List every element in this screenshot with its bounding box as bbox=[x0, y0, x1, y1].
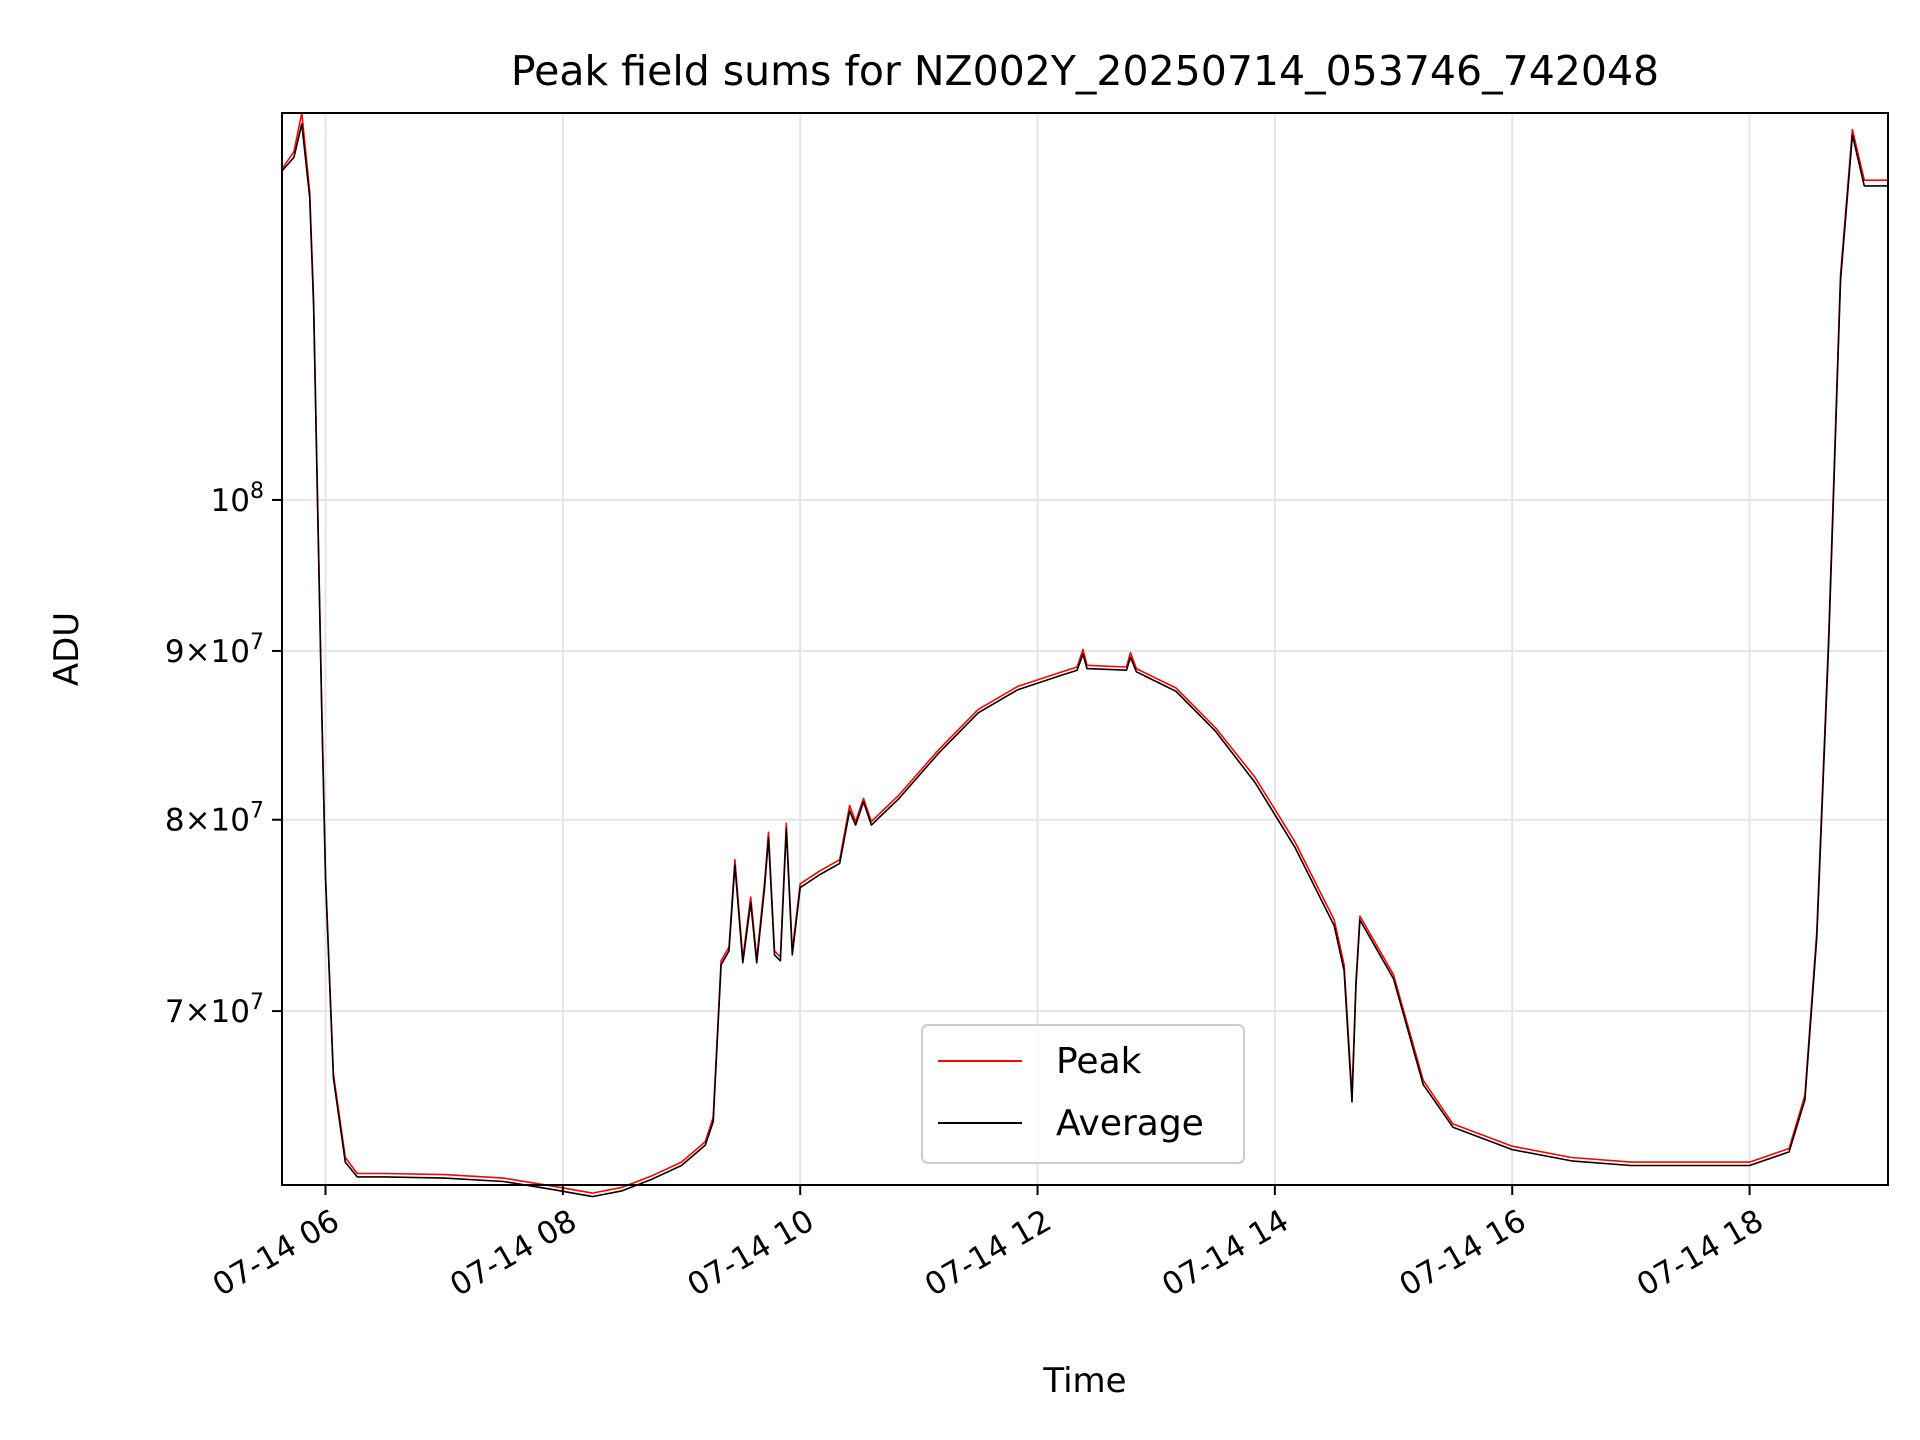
legend-box bbox=[921, 1024, 1245, 1164]
legend: Peak Average bbox=[921, 1024, 1245, 1164]
y-tick-label: 8×107 bbox=[165, 799, 264, 839]
series-layer bbox=[281, 112, 1888, 1198]
x-axis-label: Time bbox=[1042, 1361, 1126, 1401]
y-axis-label: ADU bbox=[47, 612, 87, 686]
series-line-average bbox=[281, 123, 1888, 1198]
y-tick-label: 108 bbox=[211, 479, 264, 519]
chart-title: Peak field sums for NZ002Y_20250714_0537… bbox=[511, 47, 1659, 95]
series-line-peak bbox=[281, 112, 1888, 1194]
y-tick-label: 7×107 bbox=[165, 990, 264, 1030]
y-axis: 7×107 8×107 9×107 108 bbox=[165, 479, 282, 1030]
grid bbox=[282, 113, 1888, 1185]
plot-frame bbox=[281, 112, 1889, 1186]
legend-label-peak: Peak bbox=[1056, 1041, 1142, 1082]
y-tick-label: 9×107 bbox=[165, 630, 264, 670]
legend-label-average: Average bbox=[1056, 1103, 1204, 1144]
